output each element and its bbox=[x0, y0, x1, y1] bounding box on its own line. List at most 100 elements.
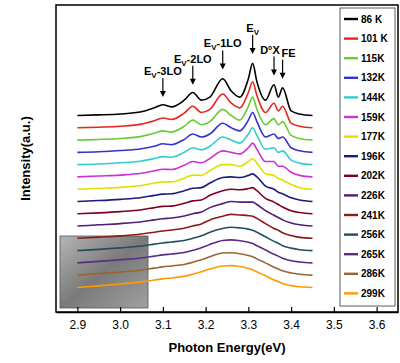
legend-entry: 241K bbox=[344, 210, 386, 221]
tick-label: 3.4 bbox=[283, 318, 300, 332]
spectrum-line bbox=[77, 253, 312, 275]
x-tick: 2.9 bbox=[70, 307, 87, 332]
x-tick: 3.4 bbox=[283, 307, 300, 332]
annotation-label: D°X bbox=[260, 44, 280, 56]
legend-entry: 132K bbox=[344, 72, 386, 83]
legend-entry: 177K bbox=[344, 131, 386, 142]
annotation-arrowhead bbox=[280, 73, 286, 79]
tick-label: 3.0 bbox=[112, 318, 129, 332]
spectrum-line bbox=[77, 174, 312, 202]
legend-swatch bbox=[344, 77, 358, 79]
annotation-label: EV-3LO bbox=[144, 65, 182, 80]
legend-swatch bbox=[344, 135, 358, 137]
legend-entry: 144K bbox=[344, 92, 386, 103]
annotation-label: EV-2LO bbox=[174, 53, 212, 68]
peak-annotation: EV bbox=[246, 22, 259, 54]
tick-mark bbox=[248, 307, 249, 312]
tick-label: 3.5 bbox=[326, 318, 343, 332]
spectrum-line bbox=[77, 128, 312, 165]
annotation-arrow bbox=[273, 57, 274, 72]
legend-swatch bbox=[344, 273, 358, 275]
tick-label: 2.9 bbox=[70, 318, 87, 332]
spectrum-line bbox=[77, 159, 312, 190]
spectrum-line bbox=[77, 143, 312, 177]
x-tick: 3.3 bbox=[241, 307, 258, 332]
plot-frame bbox=[56, 5, 398, 312]
legend-box bbox=[340, 8, 395, 306]
legend-entry: 86 K bbox=[344, 14, 383, 25]
legend-entry: 256K bbox=[344, 229, 386, 240]
legend-label: 299K bbox=[361, 288, 386, 299]
spectrum-line bbox=[77, 201, 312, 226]
tick-mark bbox=[163, 307, 164, 312]
annotation-arrow bbox=[252, 35, 253, 50]
tick-mark bbox=[206, 307, 207, 312]
legend-entry: 101 K bbox=[344, 33, 388, 44]
x-axis: 2.9 3.0 3.1 3.2 3.3 3.4 3.5 3.6 bbox=[57, 307, 399, 332]
x-axis-title: Photon Energy(eV) bbox=[168, 340, 285, 355]
legend-swatch bbox=[344, 116, 358, 118]
annotation-arrow bbox=[282, 60, 283, 75]
x-tick: 3.0 bbox=[112, 307, 129, 332]
peak-annotation: EV-1LO bbox=[204, 37, 242, 69]
legend-label: 86 K bbox=[361, 14, 383, 25]
y-axis-title: Intensity(a.u.) bbox=[18, 116, 33, 201]
annotation-arrowhead bbox=[250, 48, 256, 54]
peak-annotation: EV-3LO bbox=[144, 65, 182, 97]
legend-swatch bbox=[344, 214, 358, 216]
legend-label: 256K bbox=[361, 229, 386, 240]
legend-swatch bbox=[344, 37, 358, 39]
annotations: EV-3LOEV-2LOEV-1LO EVD°XFE bbox=[144, 22, 296, 97]
x-tick: 3.2 bbox=[198, 307, 215, 332]
legend-swatch bbox=[344, 175, 358, 177]
legend-label: 144K bbox=[361, 92, 386, 103]
legend-entry: 226K bbox=[344, 190, 386, 201]
legend-label: 265K bbox=[361, 249, 386, 260]
legend-label: 196K bbox=[361, 151, 386, 162]
spectrum-line bbox=[77, 240, 312, 263]
legend-label: 226K bbox=[361, 190, 386, 201]
tick-label: 3.3 bbox=[241, 318, 258, 332]
legend-entry: 202K bbox=[344, 170, 386, 181]
annotation-label: EV bbox=[246, 22, 259, 37]
chart: 2.9 3.0 3.1 3.2 3.3 3.4 3.5 3.6 Photon Energy(eV… bbox=[0, 0, 400, 363]
legend-label: 101 K bbox=[361, 33, 388, 44]
tick-mark bbox=[291, 307, 292, 312]
legend-swatch bbox=[344, 292, 358, 294]
legend-label: 241K bbox=[361, 210, 386, 221]
legend-swatch bbox=[344, 253, 358, 255]
tick-label: 3.6 bbox=[369, 318, 386, 332]
legend-label: 159K bbox=[361, 112, 386, 123]
legend: 86 K 101 K 115K 132K 144K 159K 177K 196K 202K 226… bbox=[340, 8, 395, 306]
legend-swatch bbox=[344, 96, 358, 98]
tick-label: 3.1 bbox=[155, 318, 172, 332]
tick-label: 3.2 bbox=[198, 318, 215, 332]
annotation-arrowhead bbox=[160, 91, 166, 97]
legend-swatch bbox=[344, 194, 358, 196]
legend-label: 115K bbox=[361, 53, 385, 64]
annotation-arrowhead bbox=[220, 63, 226, 69]
legend-entry: 299K bbox=[344, 288, 386, 299]
peak-annotation: D°X bbox=[260, 44, 280, 76]
annotation-label: FE bbox=[282, 47, 296, 59]
tick-mark bbox=[120, 307, 121, 312]
annotation-label: EV-1LO bbox=[204, 37, 242, 52]
tick-mark bbox=[77, 307, 78, 312]
annotation-arrow bbox=[222, 50, 223, 65]
peak-annotation: EV-2LO bbox=[174, 53, 212, 85]
spectrum-line bbox=[77, 214, 312, 238]
tick-mark bbox=[377, 307, 378, 312]
legend-swatch bbox=[344, 57, 358, 59]
x-tick: 3.1 bbox=[155, 307, 172, 332]
legend-entry: 159K bbox=[344, 112, 386, 123]
x-tick: 3.6 bbox=[369, 307, 386, 332]
spectrum-line bbox=[77, 266, 312, 288]
legend-entry: 115K bbox=[344, 53, 385, 64]
peak-annotation: FE bbox=[280, 47, 296, 79]
spectrum-line bbox=[77, 112, 312, 152]
x-tick: 3.5 bbox=[326, 307, 343, 332]
annotation-arrow bbox=[162, 78, 163, 93]
legend-label: 132K bbox=[361, 72, 386, 83]
legend-entry: 286K bbox=[344, 268, 386, 279]
legend-label: 177K bbox=[361, 131, 386, 142]
